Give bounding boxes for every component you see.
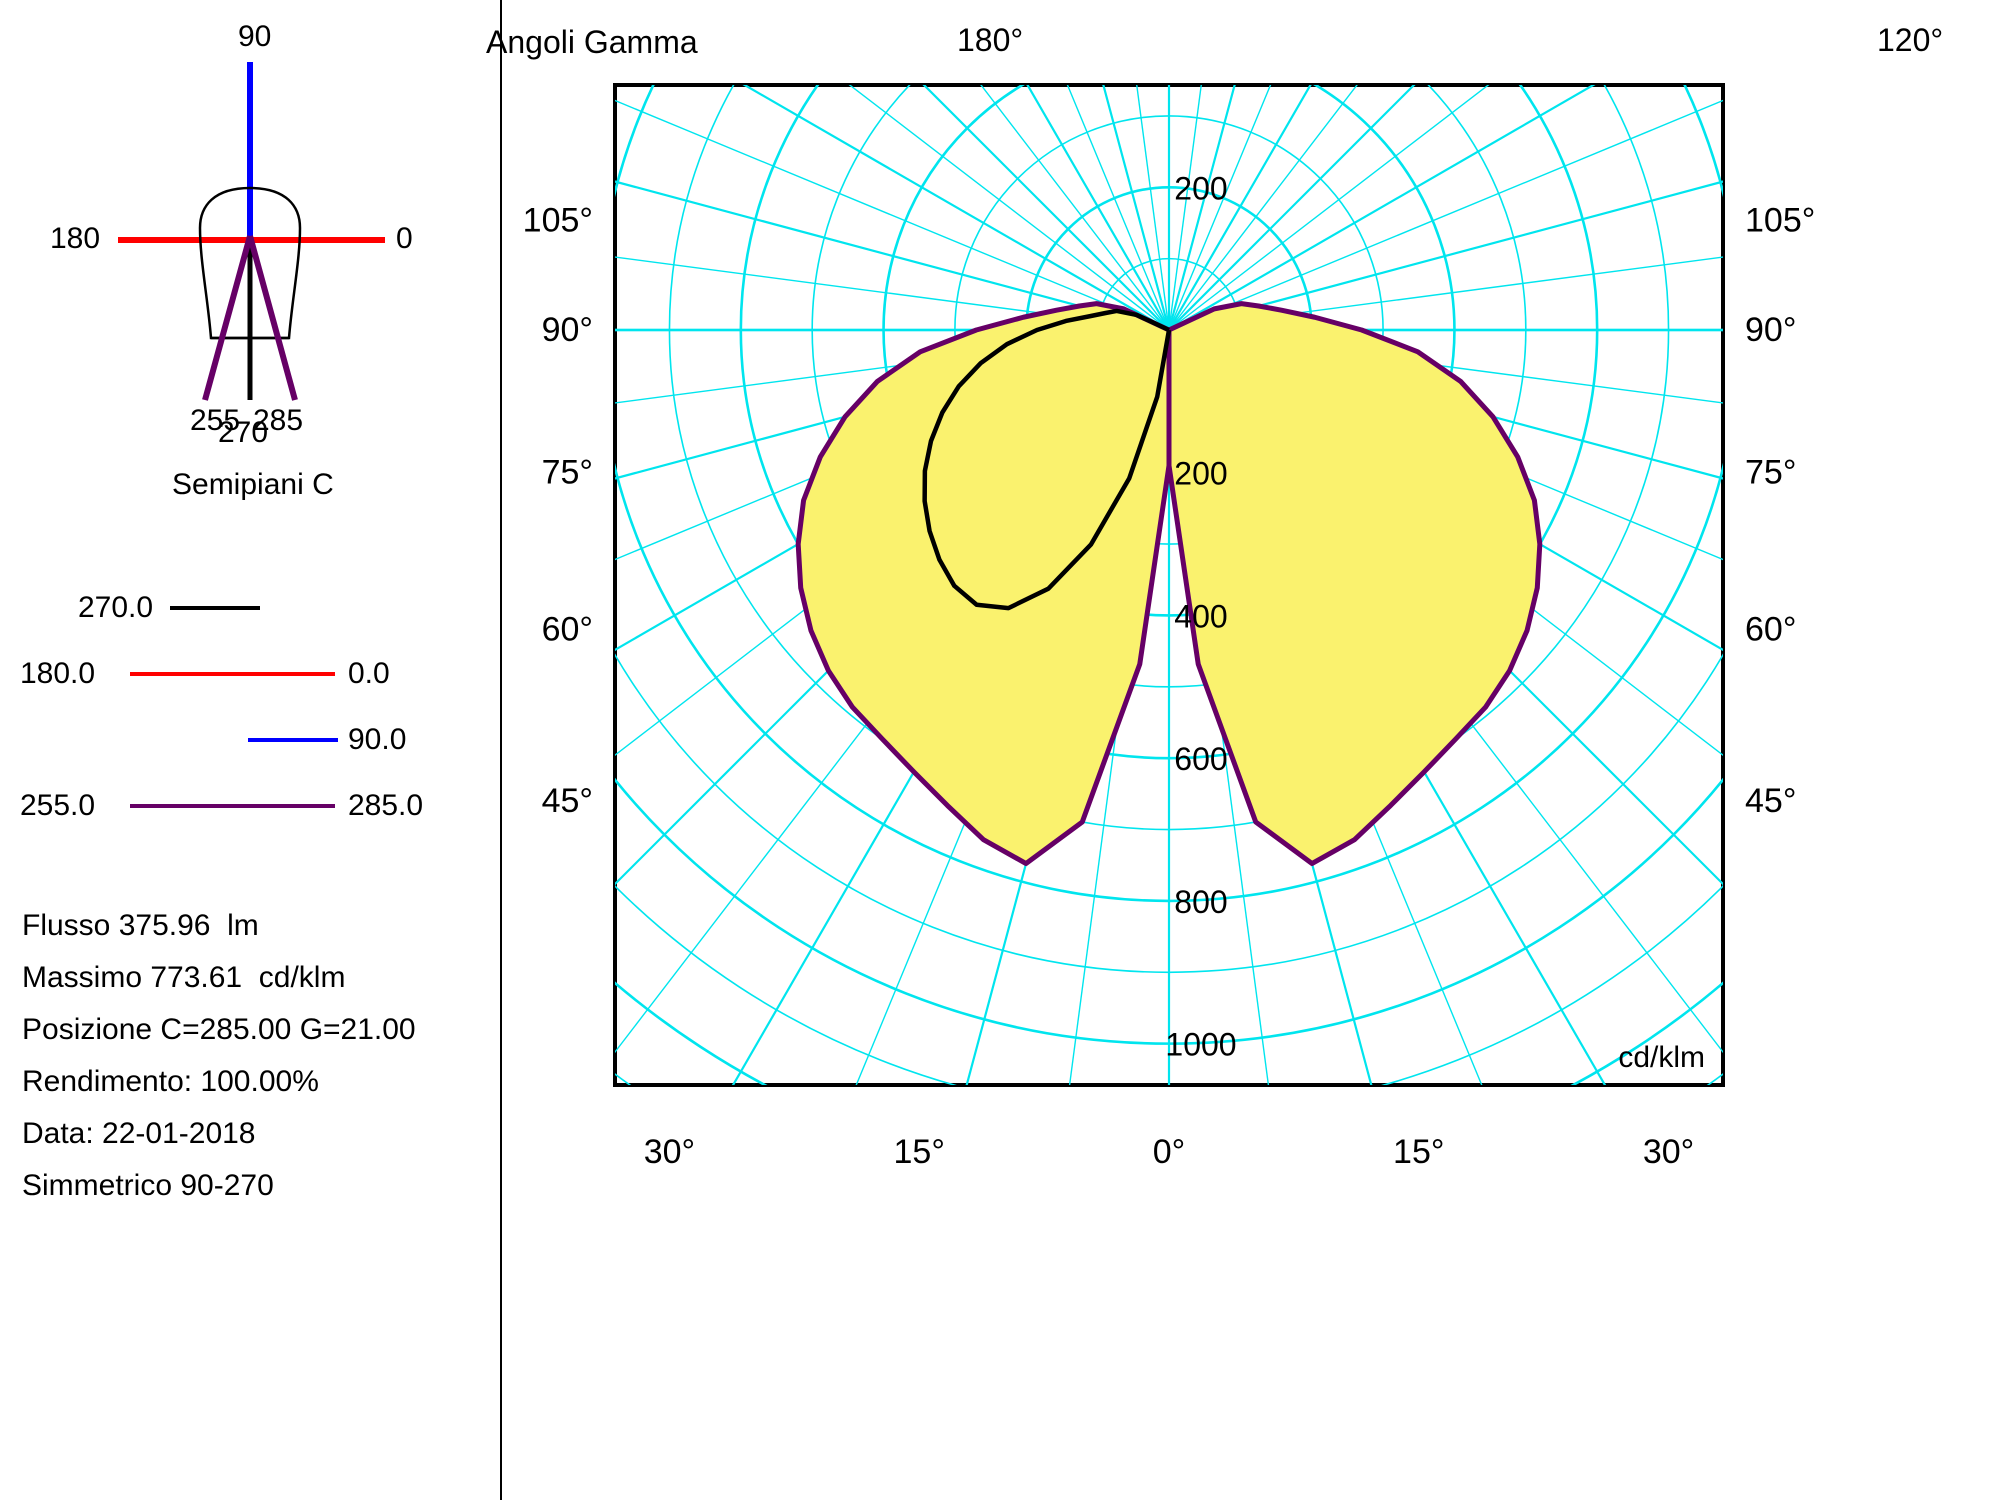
- legend-swatch-90: [248, 738, 338, 742]
- grid-spoke: [922, 85, 1170, 331]
- ray-285-line: [247, 235, 298, 401]
- info-line-simmetrico: Simmetrico 90-270: [22, 1169, 274, 1202]
- legend-right-label: 0.0: [348, 657, 390, 690]
- gamma-right-label-75: 75°: [1745, 454, 1796, 492]
- grid-spoke: [1026, 85, 1170, 331]
- grid-spoke: [848, 85, 1170, 331]
- grid-spoke: [615, 99, 1170, 331]
- bottom-axis-label-2: 0°: [1153, 1133, 1186, 1171]
- grid-spoke: [1168, 256, 1723, 331]
- units-label: cd/klm: [1618, 1041, 1705, 1074]
- grid-spoke: [1168, 85, 1202, 331]
- legend-row: 270.0: [0, 575, 440, 641]
- lum-label-285: 285: [253, 404, 304, 437]
- legend-swatch-270: [170, 606, 260, 610]
- radial-label-upper-200: 200: [1174, 170, 1227, 206]
- lum-label-270: 270: [218, 416, 269, 449]
- gamma-left-label-60: 60°: [542, 611, 593, 649]
- grid-spoke: [742, 85, 1170, 331]
- grid-spoke: [1136, 85, 1170, 331]
- lum-caption-semipiani-c: Semipiani C: [172, 468, 334, 501]
- legend-row: 255.0 285.0: [0, 773, 440, 839]
- legend-left-label: 255.0: [20, 789, 96, 822]
- chart-header-center-angle: 180°: [957, 22, 1024, 58]
- gamma-left-label-75: 75°: [542, 454, 593, 492]
- info-line-posizione: Posizione C=285.00 G=21.00: [22, 1013, 416, 1046]
- legend-swatch-255-285: [130, 804, 335, 808]
- legend-swatch-180-0: [130, 672, 335, 676]
- grid-spoke: [1168, 85, 1358, 331]
- bottom-axis-label-4: 30°: [1643, 1133, 1694, 1171]
- info-line-massimo: Massimo 773.61 cd/klm: [22, 961, 346, 994]
- photometric-curve-c270: [922, 308, 1172, 611]
- radial-label-600: 600: [1174, 741, 1227, 777]
- legend-row: 90.0: [0, 707, 440, 773]
- gamma-right-label-90: 90°: [1745, 311, 1796, 349]
- photometric-curve-filled: [795, 301, 1543, 867]
- left-info-panel: 90 180 0 255 270 285 Semipiani C 270.0 1…: [0, 0, 500, 1500]
- gamma-right-label-105: 105°: [1745, 201, 1815, 239]
- luminaire-svg: [118, 62, 385, 401]
- lum-label-90: 90: [238, 20, 272, 53]
- lum-label-180: 180: [50, 222, 101, 255]
- grid-spoke: [1168, 180, 1723, 332]
- chart-header-right-angle: 120°: [1877, 22, 1944, 58]
- grid-spoke: [1168, 85, 1272, 331]
- grid-spoke: [615, 256, 1170, 331]
- grid-spoke: [1168, 85, 1312, 331]
- radial-label-200: 200: [1174, 456, 1227, 492]
- legend-right-label: 90.0: [348, 723, 407, 756]
- legend-row: 180.0 0.0: [0, 641, 440, 707]
- lum-label-0: 0: [396, 222, 413, 255]
- gamma-right-label-60: 60°: [1745, 611, 1796, 649]
- grid-spoke: [1066, 85, 1170, 331]
- radial-label-400: 400: [1174, 598, 1227, 634]
- legend-left-label: 180.0: [20, 657, 96, 690]
- gamma-left-label-105: 105°: [523, 201, 593, 239]
- info-line-flusso: Flusso 375.96 lm: [22, 909, 259, 942]
- gamma-right-label-45: 45°: [1745, 782, 1796, 820]
- grid-spoke: [1168, 85, 1490, 331]
- grid-spoke: [1168, 99, 1723, 331]
- grid-spoke: [1102, 85, 1171, 331]
- luminaire-orientation-diagram: 90 180 0 255 270 285 Semipiani C: [0, 0, 500, 501]
- gamma-left-label-90: 90°: [542, 311, 593, 349]
- radial-label-800: 800: [1174, 884, 1227, 920]
- bottom-axis-label-0: 30°: [644, 1133, 695, 1171]
- grid-spoke: [1167, 85, 1236, 331]
- plane-legend: 270.0 180.0 0.0 90.0 255.0 285.0: [0, 575, 440, 839]
- radial-label-1000: 1000: [1165, 1027, 1236, 1063]
- chart-title: Angoli Gamma: [486, 24, 698, 60]
- legend-right-label: 285.0: [348, 789, 424, 822]
- panel-divider: [500, 0, 502, 1500]
- grid-spoke: [980, 85, 1170, 331]
- plot-area: [615, 85, 1723, 1085]
- polar-chart-panel: Angoli Gamma 180° 120° 200 200 400 600 800 10…: [486, 0, 2000, 1500]
- info-line-rendimento: Rendimento: 100.00%: [22, 1065, 319, 1098]
- info-line-data: Data: 22-01-2018: [22, 1117, 256, 1150]
- grid-spoke: [1168, 85, 1416, 331]
- grid-spoke: [615, 180, 1170, 332]
- photometric-info-block: Flusso 375.96 lm Massimo 773.61 cd/klm P…: [22, 900, 416, 1212]
- bottom-axis-label-3: 15°: [1393, 1133, 1444, 1171]
- gamma-left-label-45: 45°: [542, 782, 593, 820]
- grid-spoke: [1168, 85, 1596, 331]
- ray-255-line: [202, 235, 253, 401]
- legend-left-label: 270.0: [78, 591, 154, 624]
- bottom-axis-label-1: 15°: [894, 1133, 945, 1171]
- polar-photometric-plot: 200 200 400 600 800 1000 cd/klm 105° 105° 90° 90° 7…: [523, 83, 1815, 1171]
- lum-label-255: 255: [190, 404, 241, 437]
